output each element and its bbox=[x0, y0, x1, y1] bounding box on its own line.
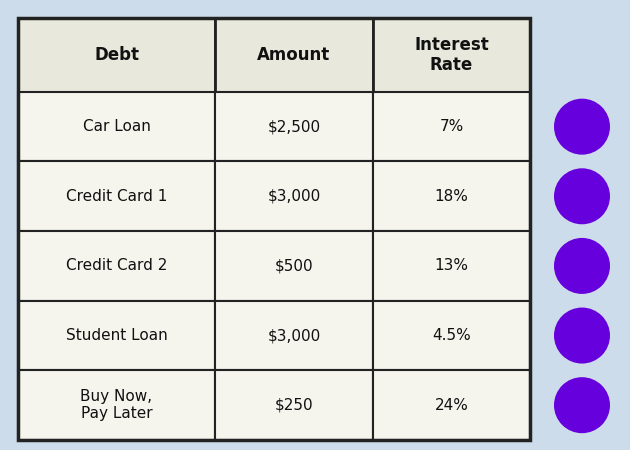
Ellipse shape bbox=[554, 238, 610, 294]
Text: 13%: 13% bbox=[435, 258, 469, 274]
Text: Car Loan: Car Loan bbox=[83, 119, 151, 134]
Ellipse shape bbox=[554, 377, 610, 433]
Ellipse shape bbox=[554, 168, 610, 224]
Text: 4.5%: 4.5% bbox=[432, 328, 471, 343]
Text: Interest
Rate: Interest Rate bbox=[414, 36, 489, 74]
Bar bbox=[215, 370, 373, 440]
Bar bbox=[373, 231, 530, 301]
Bar bbox=[18, 231, 215, 301]
Text: 3: 3 bbox=[575, 256, 589, 276]
Bar bbox=[215, 18, 373, 92]
Bar bbox=[373, 18, 530, 92]
Bar bbox=[18, 18, 530, 440]
Text: 7%: 7% bbox=[439, 119, 464, 134]
Text: 18%: 18% bbox=[435, 189, 468, 204]
Bar bbox=[18, 370, 215, 440]
Text: Buy Now,
Pay Later: Buy Now, Pay Later bbox=[81, 389, 152, 421]
Text: $500: $500 bbox=[275, 258, 313, 274]
Text: Credit Card 1: Credit Card 1 bbox=[66, 189, 167, 204]
Ellipse shape bbox=[554, 307, 610, 364]
Bar bbox=[18, 162, 215, 231]
Bar bbox=[215, 162, 373, 231]
Text: 5: 5 bbox=[575, 325, 589, 346]
Text: 1: 1 bbox=[575, 395, 589, 415]
Text: $2,500: $2,500 bbox=[267, 119, 321, 134]
Bar bbox=[373, 370, 530, 440]
Text: 4: 4 bbox=[575, 117, 589, 137]
Text: 24%: 24% bbox=[435, 398, 468, 413]
Bar bbox=[18, 18, 215, 92]
Text: Credit Card 2: Credit Card 2 bbox=[66, 258, 167, 274]
Bar bbox=[215, 231, 373, 301]
Text: Student Loan: Student Loan bbox=[66, 328, 168, 343]
Bar bbox=[215, 301, 373, 370]
Text: $250: $250 bbox=[275, 398, 313, 413]
Bar bbox=[373, 162, 530, 231]
Text: Debt: Debt bbox=[94, 46, 139, 64]
Bar bbox=[373, 301, 530, 370]
Text: $3,000: $3,000 bbox=[267, 328, 321, 343]
Text: $3,000: $3,000 bbox=[267, 189, 321, 204]
Text: Amount: Amount bbox=[257, 46, 331, 64]
Ellipse shape bbox=[554, 99, 610, 155]
Bar bbox=[215, 92, 373, 162]
Bar bbox=[18, 92, 215, 162]
Bar bbox=[18, 301, 215, 370]
Text: 2: 2 bbox=[575, 186, 589, 206]
Bar bbox=[373, 92, 530, 162]
